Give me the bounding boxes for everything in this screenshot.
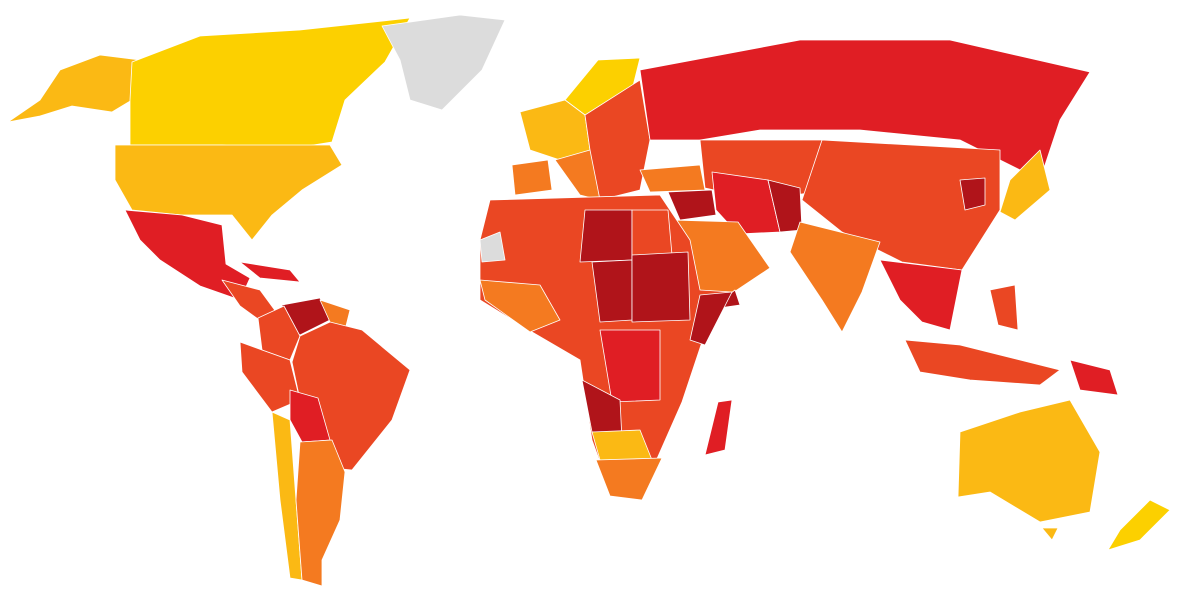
usa [114, 144, 343, 241]
india [789, 221, 881, 333]
south-africa [595, 457, 663, 501]
colombia [257, 305, 301, 361]
sudan [631, 251, 691, 323]
somalia [689, 291, 733, 346]
australia [957, 399, 1101, 523]
libya [579, 209, 633, 263]
west-africa [479, 279, 561, 333]
iberia [511, 159, 553, 196]
turkey [639, 164, 706, 193]
papua-new-guinea [1069, 359, 1119, 396]
west-sahara [479, 231, 506, 263]
madagascar [704, 399, 733, 456]
philippines [989, 284, 1019, 331]
caribbean [239, 261, 301, 283]
new-zealand [1107, 499, 1171, 551]
korea [959, 177, 986, 211]
indonesia [904, 339, 1061, 386]
greenland [381, 14, 506, 111]
iran [711, 171, 781, 235]
alaska [7, 54, 141, 123]
southeast-asia [879, 259, 963, 331]
iraq-syria [667, 189, 717, 221]
argentina [295, 439, 346, 587]
tasmania [1041, 527, 1059, 541]
egypt [631, 209, 673, 259]
japan [999, 149, 1051, 221]
canada [129, 17, 411, 151]
dr-congo [599, 329, 661, 403]
